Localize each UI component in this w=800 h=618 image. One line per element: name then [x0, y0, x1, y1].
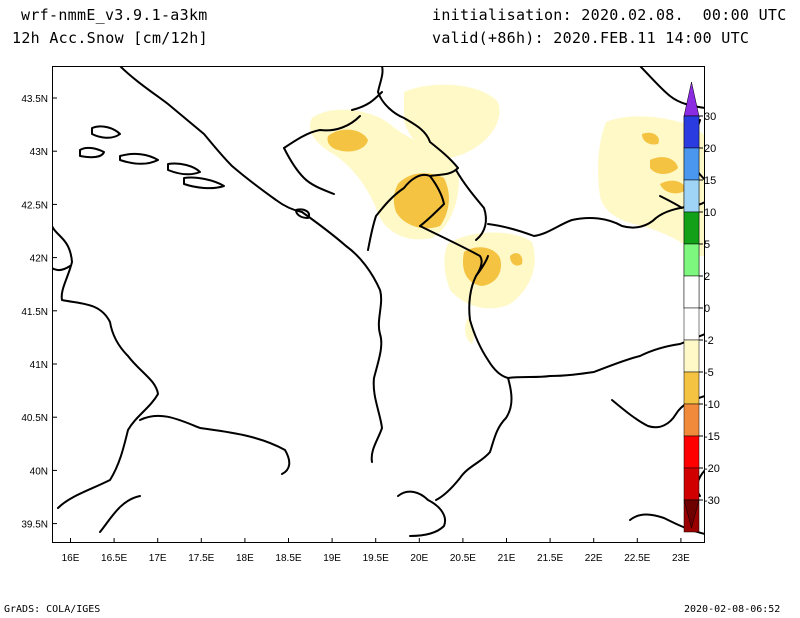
footer-credit: GrADS: COLA/IGES [4, 604, 101, 615]
legend-swatch [683, 339, 700, 373]
lon-tick-label: 16E [62, 553, 80, 564]
latitude-axis: 43.5N 43N 42.5N 42N 41.5N 41N 40.5N 40N 39.5N [21, 94, 57, 531]
lon-tick-label: 20E [410, 553, 428, 564]
lon-tick-label: 22E [585, 553, 603, 564]
lat-tick-label: 40N [30, 466, 48, 477]
legend-swatch [683, 275, 700, 309]
model-title: wrf-nmmE_v3.9.1-a3km [21, 6, 208, 24]
legend-swatch [683, 435, 700, 469]
lon-tick-label: 17.5E [188, 553, 214, 564]
legend-label: -20 [704, 463, 720, 475]
snow-medium-layer [327, 129, 686, 286]
legend-swatch [683, 211, 700, 245]
lat-tick-label: 41.5N [21, 307, 48, 318]
field-title: 12h Acc.Snow [cm/12h] [12, 29, 208, 47]
legend-label: -5 [704, 367, 714, 379]
legend-top-arrow [683, 81, 700, 117]
lon-tick-label: 18.5E [275, 553, 301, 564]
lon-tick-label: 18E [236, 553, 254, 564]
initialisation-text: initialisation: 2020.02.08. 00:00 UTC [432, 6, 787, 24]
legend-swatch [683, 147, 700, 181]
legend-label: -15 [704, 431, 720, 443]
lat-tick-label: 39.5N [21, 520, 48, 531]
legend-label: 5 [704, 239, 710, 251]
lon-tick-label: 19.5E [363, 553, 389, 564]
lon-tick-label: 16.5E [101, 553, 127, 564]
legend-bottom-arrow [683, 499, 700, 529]
legend-label: -10 [704, 399, 720, 411]
legend-label: -30 [704, 495, 720, 507]
lat-tick-label: 41N [30, 360, 48, 371]
lat-tick-label: 43.5N [21, 94, 48, 105]
lon-tick-label: 23E [672, 553, 690, 564]
legend-label: 2 [704, 271, 710, 283]
legend-swatch [683, 307, 700, 341]
lat-tick-label: 43N [30, 147, 48, 158]
lon-tick-label: 17E [149, 553, 167, 564]
legend-swatch [683, 115, 700, 149]
lon-tick-label: 19E [323, 553, 341, 564]
lon-tick-label: 21E [498, 553, 516, 564]
valid-time-text: valid(+86h): 2020.FEB.11 14:00 UTC [432, 29, 750, 47]
legend-swatch [683, 371, 700, 405]
legend-swatch [683, 467, 700, 501]
legend-label: 20 [704, 143, 716, 155]
borders-layer [52, 66, 705, 537]
legend-label: 0 [704, 303, 710, 315]
legend-swatch [683, 243, 700, 277]
footer-timestamp: 2020-02-08-06:52 [684, 604, 781, 615]
legend-label: 10 [704, 207, 716, 219]
lon-tick-label: 20.5E [450, 553, 476, 564]
lat-tick-label: 42.5N [21, 200, 48, 211]
map-area [52, 66, 705, 543]
legend-label: 15 [704, 175, 716, 187]
legend-label: 30 [704, 111, 716, 123]
legend-swatch [683, 403, 700, 437]
snow-light-layer [310, 84, 705, 344]
lat-tick-label: 40.5N [21, 413, 48, 424]
lat-tick-label: 42N [30, 254, 48, 265]
lon-tick-label: 21.5E [537, 553, 563, 564]
longitude-axis: 16E 16.5E 17E 17.5E 18E 18.5E 19E 19.5E 20E 20.5E… [62, 538, 690, 564]
lon-tick-label: 22.5E [624, 553, 650, 564]
legend-label: -2 [704, 335, 714, 347]
legend-swatch [683, 179, 700, 213]
